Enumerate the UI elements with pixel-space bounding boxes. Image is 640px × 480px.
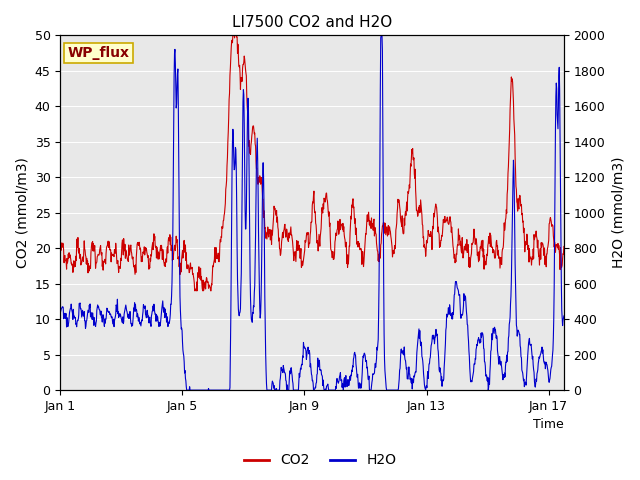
Y-axis label: CO2 (mmol/m3): CO2 (mmol/m3)	[15, 157, 29, 268]
Legend: CO2, H2O: CO2, H2O	[238, 448, 402, 473]
Text: WP_flux: WP_flux	[68, 46, 130, 60]
X-axis label: Time: Time	[533, 419, 564, 432]
Title: LI7500 CO2 and H2O: LI7500 CO2 and H2O	[232, 15, 392, 30]
Y-axis label: H2O (mmol/m3): H2O (mmol/m3)	[611, 157, 625, 268]
